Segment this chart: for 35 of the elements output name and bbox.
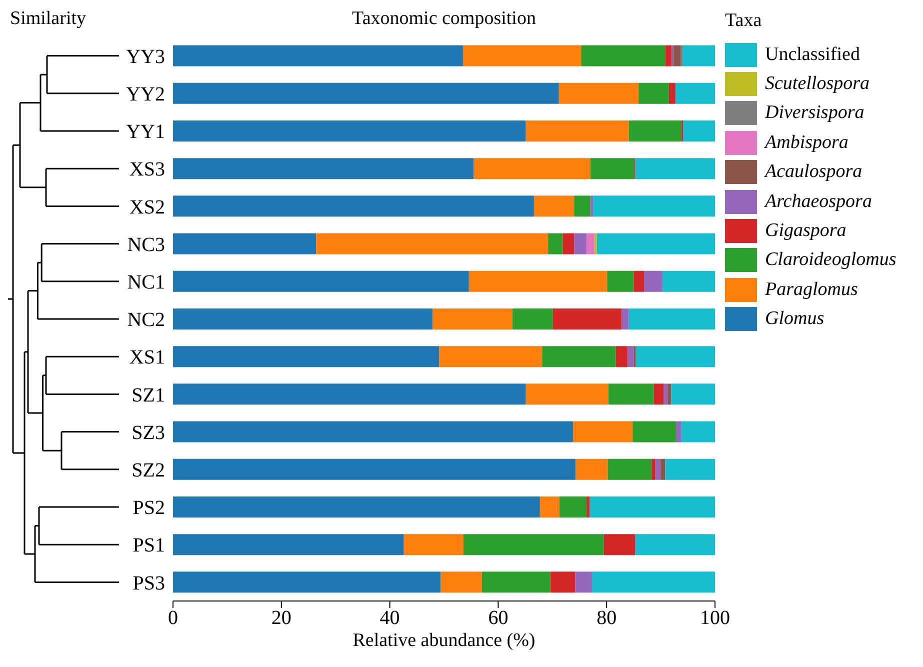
legend-label: Scutellospora	[765, 73, 870, 96]
y-tick-label: XS1	[129, 346, 165, 369]
x-tick-label: 0	[168, 607, 178, 630]
y-tick-label: SZ1	[132, 384, 165, 406]
x-tick-label: 80	[596, 607, 617, 630]
legend-label: Acaulospora	[765, 161, 862, 184]
y-tick-label: SZ2	[132, 460, 165, 482]
y-tick-label: YY1	[126, 121, 165, 144]
x-tick-label: 60	[488, 607, 508, 630]
y-tick-label: YY3	[126, 46, 165, 68]
text: Similarity	[10, 8, 86, 30]
legend-label: Claroideoglomus	[765, 249, 896, 272]
y-tick-label: PS3	[132, 572, 165, 594]
y-tick-label: XS3	[129, 158, 165, 181]
x-axis-title: Relative abundance (%)	[352, 630, 536, 652]
x-tick-label: 40	[380, 607, 400, 630]
y-tick-label: SZ3	[132, 422, 165, 444]
legend-label: Ambispora	[765, 132, 848, 154]
chart-title: Taxonomic composition	[351, 8, 537, 30]
y-tick-label: NC2	[127, 309, 165, 332]
legend-label: Archaeospora	[765, 190, 872, 213]
x-tick-label: 20	[271, 607, 292, 630]
legend-title: Taxa	[725, 10, 763, 32]
legend-label: Diversispora	[765, 102, 864, 124]
legend-label: Glomus	[765, 308, 824, 330]
legend-label: Unclassified	[765, 44, 860, 66]
y-tick-label: XS2	[129, 196, 165, 218]
y-tick-label: PS1	[132, 534, 165, 557]
y-tick-label: NC3	[127, 234, 165, 256]
legend-label: Gigaspora	[765, 220, 846, 242]
y-tick-label: PS2	[132, 497, 165, 520]
y-tick-label: NC1	[127, 272, 165, 294]
x-tick-label: 100	[700, 607, 730, 630]
y-tick-label: YY2	[126, 84, 165, 106]
legend-label: Paraglomus	[765, 278, 858, 301]
